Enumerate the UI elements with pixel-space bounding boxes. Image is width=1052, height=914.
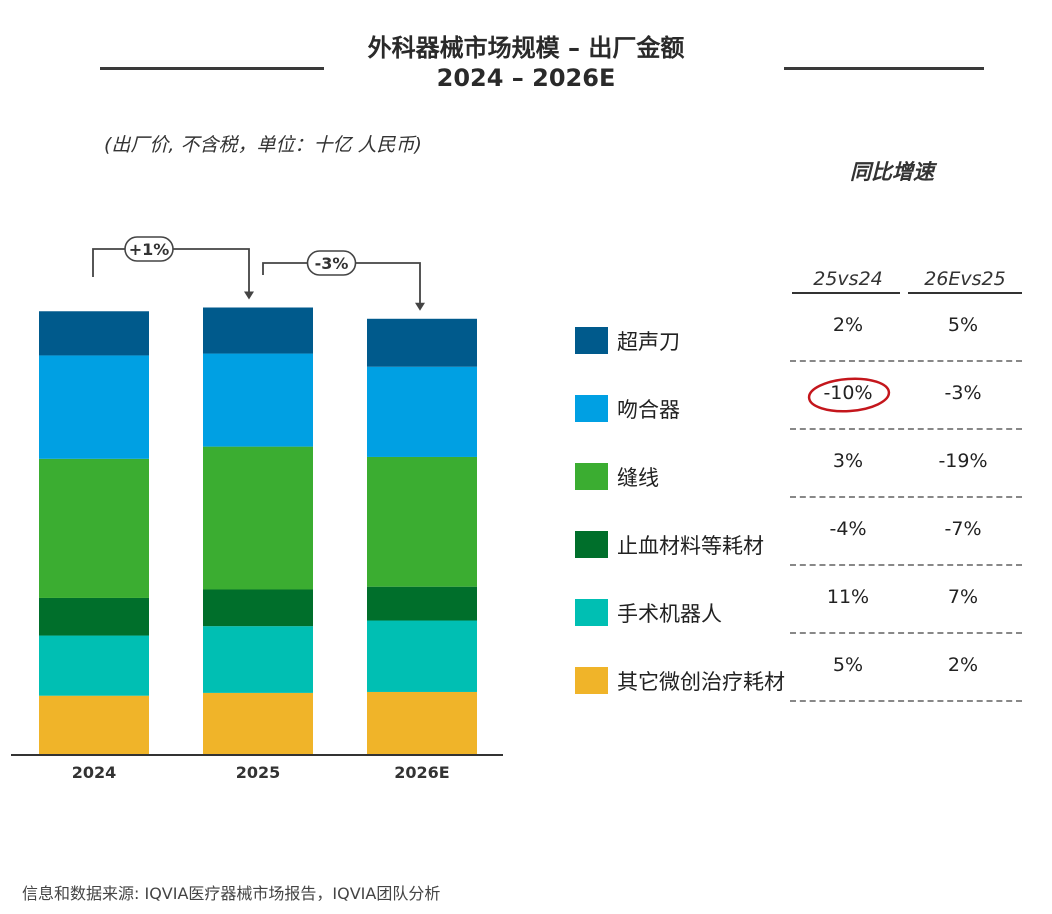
growth-cell-26Evs25: -7% xyxy=(944,518,982,540)
bar-segment-2025-3 xyxy=(203,446,313,590)
growth-cell-25vs24: 2% xyxy=(832,314,864,336)
bar-segment-2026E-4 xyxy=(367,366,477,457)
growth-row-divider xyxy=(790,360,1022,362)
bar-segment-2024-2 xyxy=(39,597,149,636)
title-rule-left xyxy=(100,67,324,70)
growth-row-divider xyxy=(790,700,1022,702)
bar-segment-2025-2 xyxy=(203,589,313,627)
bar-segment-2024-4 xyxy=(39,355,149,459)
growth-cell-25vs24: 3% xyxy=(832,450,864,472)
bar-segment-2024-3 xyxy=(39,458,149,598)
growth-title: 同比增速 xyxy=(850,160,934,184)
bar-segment-2025-1 xyxy=(203,626,313,693)
unit-note: (出厂价, 不含税，单位：十亿 人民币) xyxy=(104,134,422,156)
chart-subtitle: 2024 – 2026E xyxy=(436,64,616,92)
bar-segment-2024-1 xyxy=(39,635,149,696)
change-label-0: +1% xyxy=(129,240,170,259)
legend-label: 手术机器人 xyxy=(617,602,722,626)
bar-segment-2026E-5 xyxy=(367,318,477,367)
change-arrow-0 xyxy=(244,291,254,300)
bar-segment-2025-5 xyxy=(203,307,313,354)
x-tick-label: 2026E xyxy=(394,763,449,782)
growth-cell-25vs24: 5% xyxy=(832,654,864,676)
x-tick-label: 2025 xyxy=(236,763,281,782)
growth-cell-26Evs25: -3% xyxy=(944,382,982,404)
legend-swatch xyxy=(575,395,608,422)
growth-cell-26Evs25: 7% xyxy=(947,586,979,608)
growth-col-head-2: 26Evs25 xyxy=(924,268,1006,290)
bar-segment-2025-0 xyxy=(203,692,313,754)
change-pill-0 xyxy=(124,236,174,262)
growth-cell-25vs24: -10% xyxy=(823,382,873,404)
legend-label: 吻合器 xyxy=(617,398,680,422)
bar-segment-2026E-0 xyxy=(367,691,477,754)
growth-row-divider xyxy=(790,564,1022,566)
bar-segment-2024-0 xyxy=(39,695,149,754)
chart-title: 外科器械市场规模 – 出厂金额 xyxy=(367,34,685,62)
x-tick-label: 2024 xyxy=(72,763,117,782)
legend-swatch xyxy=(575,463,608,490)
title-rule-right xyxy=(784,67,984,70)
legend-swatch xyxy=(575,667,608,694)
legend-label: 其它微创治疗耗材 xyxy=(617,670,785,694)
growth-head-rule-2 xyxy=(908,292,1022,294)
bar-segment-2026E-1 xyxy=(367,620,477,692)
legend-swatch xyxy=(575,599,608,626)
change-arrow-1 xyxy=(415,302,425,311)
growth-row-divider xyxy=(790,428,1022,430)
growth-col-head-1: 25vs24 xyxy=(813,268,883,290)
bar-segment-2025-4 xyxy=(203,353,313,447)
legend-label: 超声刀 xyxy=(617,330,680,354)
change-pill-1 xyxy=(306,250,357,276)
growth-head-rule-1 xyxy=(792,292,900,294)
highlight-circle xyxy=(807,377,891,413)
growth-row-divider xyxy=(790,632,1022,634)
source-note: 信息和数据来源: IQVIA医疗器械市场报告，IQVIA团队分析 xyxy=(22,884,441,903)
legend-swatch xyxy=(575,327,608,354)
growth-cell-25vs24: -4% xyxy=(829,518,867,540)
growth-cell-25vs24: 11% xyxy=(826,586,870,608)
growth-cell-26Evs25: -19% xyxy=(938,450,988,472)
legend-label: 止血材料等耗材 xyxy=(617,534,764,558)
legend-label: 缝线 xyxy=(617,466,659,490)
growth-row-divider xyxy=(790,496,1022,498)
bar-segment-2026E-3 xyxy=(367,456,477,587)
growth-cell-26Evs25: 2% xyxy=(947,654,979,676)
bar-segment-2024-5 xyxy=(39,311,149,356)
growth-cell-26Evs25: 5% xyxy=(947,314,979,336)
change-label-1: -3% xyxy=(315,254,349,273)
legend-swatch xyxy=(575,531,608,558)
bar-segment-2026E-2 xyxy=(367,586,477,621)
